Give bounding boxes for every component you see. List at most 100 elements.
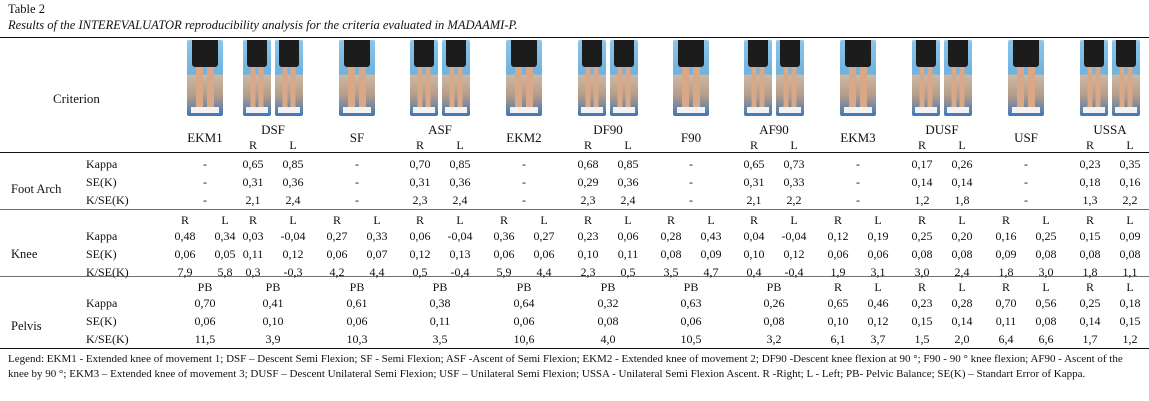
- movement-photo: [744, 40, 804, 116]
- section-subheader: L: [624, 213, 632, 227]
- floor-shape: [445, 106, 467, 113]
- table-cell: 0,14: [911, 175, 933, 189]
- floor-shape: [191, 106, 219, 113]
- column-subheader: R: [917, 138, 926, 152]
- table-cell: 0,70: [194, 296, 216, 310]
- row-label: Kappa: [86, 229, 118, 243]
- table-cell: 1,5: [914, 332, 930, 346]
- table-cell: 6,6: [1038, 332, 1054, 346]
- table-cell: 6,4: [998, 332, 1014, 346]
- table-cell: 3,5: [432, 332, 448, 346]
- table-cell: 1,2: [914, 193, 930, 207]
- table-cell: 2,3: [412, 193, 428, 207]
- floor-shape: [677, 106, 705, 113]
- section-subheader: R: [917, 280, 926, 294]
- table-cell: -: [355, 157, 359, 171]
- table-cell: 0,12: [282, 247, 304, 261]
- table-cell: 0,08: [660, 247, 682, 261]
- section-subheader: R: [1085, 213, 1094, 227]
- table-cell: 0,09: [995, 247, 1017, 261]
- table-cell: 0,33: [783, 175, 805, 189]
- table-cell: 1,3: [1082, 193, 1098, 207]
- floor-shape: [1012, 106, 1040, 113]
- table-cell: 0,17: [911, 157, 933, 171]
- section-subheader: PB: [349, 280, 365, 294]
- section-subheader: R: [415, 213, 424, 227]
- table-cell: -: [522, 193, 526, 207]
- floor-shape: [246, 106, 268, 113]
- table-cell: 0,85: [617, 157, 639, 171]
- section-subheader: L: [1126, 280, 1134, 294]
- section-subheader: L: [1042, 280, 1050, 294]
- movement-photo: [327, 40, 387, 116]
- table-cell: 0,06: [533, 247, 555, 261]
- table-cell: 0,28: [951, 296, 973, 310]
- floor-shape: [413, 106, 435, 113]
- row-label: K/SE(K): [86, 265, 129, 279]
- column-header: USF: [1014, 130, 1038, 145]
- table-cell: 0,15: [1079, 229, 1101, 243]
- table-cell: 0,19: [867, 229, 889, 243]
- table-cell: 0,06: [680, 314, 702, 328]
- shorts-shape: [1013, 40, 1039, 68]
- table-cell: 0,36: [617, 175, 639, 189]
- table-cell: 0,25: [1079, 296, 1101, 310]
- movement-photo: [243, 40, 303, 116]
- table-cell: 0,5: [412, 265, 428, 279]
- table-cell: 0,06: [194, 314, 216, 328]
- table-cell: -: [1024, 157, 1028, 171]
- table-cell: 4,4: [369, 265, 385, 279]
- movement-photo: [494, 40, 554, 116]
- photo-thumbnail: [840, 40, 876, 116]
- photo-thumbnail: [944, 40, 972, 116]
- shorts-shape: [947, 40, 969, 68]
- shorts-shape: [344, 40, 370, 68]
- table-cell: 1,2: [1122, 332, 1138, 346]
- table-cell: 0,14: [951, 314, 973, 328]
- table-cell: 0,04: [743, 229, 765, 243]
- section-subheader: R: [180, 213, 189, 227]
- table-cell: 0,08: [1035, 314, 1057, 328]
- table-cell: -: [689, 157, 693, 171]
- table-cell: 0,36: [449, 175, 471, 189]
- table-cell: 0,3: [245, 265, 261, 279]
- table-cell: 0,07: [366, 247, 388, 261]
- table-cell: 11,5: [194, 332, 216, 346]
- table-cell: -: [203, 175, 207, 189]
- table-cell: 0,38: [429, 296, 451, 310]
- table-cell: 0,41: [262, 296, 284, 310]
- floor-shape: [747, 106, 769, 113]
- movement-photo: [996, 40, 1056, 116]
- section-subheader: L: [790, 213, 798, 227]
- column-subheader: R: [248, 138, 257, 152]
- table-cell: 0,10: [577, 247, 599, 261]
- table-cell: -: [203, 193, 207, 207]
- table-cell: 0,12: [867, 314, 889, 328]
- table-cell: -: [856, 157, 860, 171]
- table-cell: 2,4: [620, 193, 636, 207]
- table-cell: 2,4: [954, 265, 970, 279]
- table-cell: 0,29: [577, 175, 599, 189]
- table-cell: -0,04: [447, 229, 473, 243]
- floor-shape: [779, 106, 801, 113]
- movement-photo: [912, 40, 972, 116]
- shorts-shape: [413, 40, 435, 68]
- table-cell: -: [689, 175, 693, 189]
- table-cell: 0,12: [409, 247, 431, 261]
- table-cell: 0,23: [1079, 157, 1101, 171]
- photo-thumbnail: [187, 40, 223, 116]
- table-cell: 0,85: [282, 157, 304, 171]
- shorts-shape: [445, 40, 467, 68]
- table-cell: 1,9: [830, 265, 846, 279]
- table-cell: 4,4: [536, 265, 552, 279]
- section-subheader: R: [666, 213, 675, 227]
- table-cell: 0,06: [326, 247, 348, 261]
- shorts-shape: [915, 40, 937, 68]
- table-cell: -: [856, 193, 860, 207]
- column-subheader: L: [958, 138, 966, 152]
- table-cell: 0,10: [743, 247, 765, 261]
- table-cell: -: [1024, 193, 1028, 207]
- column-header: SF: [349, 130, 365, 145]
- table-cell: 0,23: [911, 296, 933, 310]
- table-cell: 0,65: [827, 296, 849, 310]
